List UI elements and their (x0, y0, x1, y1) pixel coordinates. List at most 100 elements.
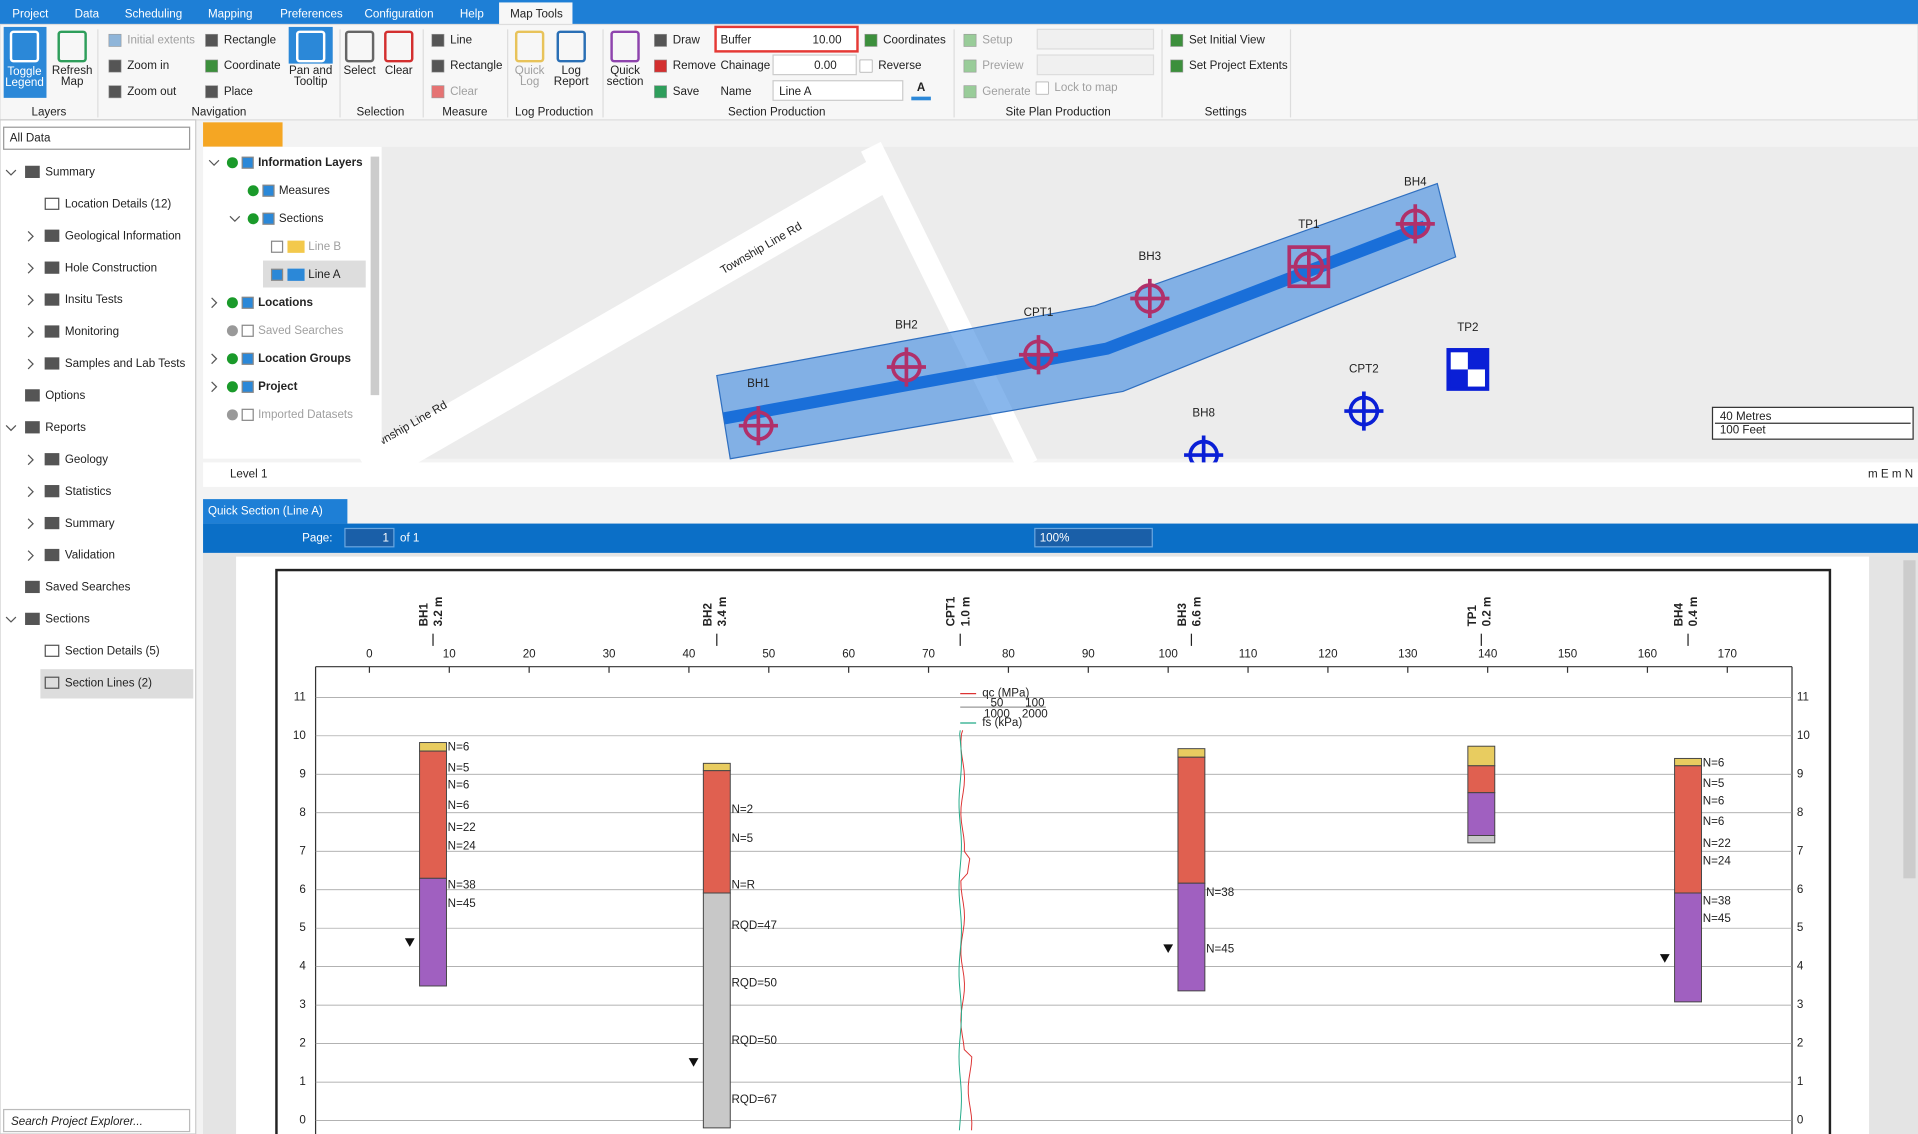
field-value[interactable]: Line A (779, 85, 812, 98)
layer-item[interactable]: Saved Searches (258, 324, 343, 337)
layer-checkbox[interactable] (241, 296, 254, 309)
map-point-label[interactable]: BH2 (895, 318, 918, 331)
tree-item[interactable]: Geological Information (65, 229, 181, 242)
layer-item[interactable]: Sections (279, 212, 324, 225)
ribbon-button[interactable]: Zoom in (127, 59, 169, 72)
page-box[interactable] (344, 527, 395, 548)
tree-item[interactable]: Summary (65, 517, 115, 530)
ribbon-button[interactable]: Clear (385, 64, 413, 77)
ribbon-button[interactable]: Remove (673, 59, 716, 72)
tree-item[interactable]: Statistics (65, 485, 112, 498)
ribbon-button[interactable]: Place (224, 85, 253, 98)
zoom-value[interactable]: 100% (1040, 531, 1070, 544)
color-button[interactable]: A (917, 81, 926, 94)
ribbon-button[interactable]: Zoom out (127, 85, 177, 98)
tree-item[interactable]: Reports (45, 421, 86, 434)
ribbon-button[interactable]: Report (554, 75, 590, 88)
ribbon-button[interactable]: Pan and (289, 64, 332, 77)
ribbon-button[interactable]: Set Project Extents (1189, 59, 1288, 72)
map-point-label[interactable]: BH4 (1404, 175, 1427, 188)
layer-item[interactable]: Information Layers (258, 156, 363, 169)
layer-checkbox[interactable] (262, 212, 275, 225)
field-value[interactable]: 10.00 (813, 33, 842, 46)
ribbon-button[interactable]: Save (673, 85, 699, 98)
layer-checkbox[interactable] (262, 184, 275, 197)
layer-item[interactable]: Line A (308, 268, 341, 281)
ribbon-tab[interactable]: Mapping (208, 8, 253, 21)
tree-item[interactable]: Monitoring (65, 325, 119, 338)
ribbon-button[interactable]: Select (343, 64, 376, 77)
tree-item[interactable]: Section Lines (2) (65, 676, 152, 689)
ribbon-tab[interactable]: Configuration (365, 8, 434, 21)
ribbon-button[interactable]: Toggle (7, 65, 41, 78)
map-point-label[interactable]: CPT1 (1024, 306, 1054, 319)
tree-item[interactable]: Location Details (12) (65, 197, 172, 210)
layer-checkbox[interactable] (270, 268, 284, 281)
ribbon-tab[interactable]: Scheduling (125, 8, 182, 21)
ribbon-button[interactable]: Clear (450, 85, 478, 98)
ribbon-tab[interactable]: Help (460, 8, 484, 21)
ribbon-button[interactable]: Initial extents (127, 33, 195, 46)
ribbon-button[interactable]: Coordinates (883, 33, 946, 46)
ribbon-button[interactable]: Draw (673, 33, 701, 46)
ribbon-button[interactable]: Set Initial View (1189, 33, 1266, 46)
section-tab-label[interactable]: Quick Section (Line A) (208, 504, 323, 517)
layer-checkbox[interactable] (241, 352, 254, 365)
layer-item[interactable]: Imported Datasets (258, 408, 353, 421)
ribbon-button[interactable]: Lock to map (1054, 81, 1117, 94)
ribbon-button[interactable]: Rectangle (224, 33, 276, 46)
ribbon-button[interactable]: Log (520, 75, 539, 88)
map-point-label[interactable]: CPT2 (1349, 362, 1379, 375)
ribbon-button[interactable]: Map (61, 75, 84, 88)
ribbon-button[interactable]: Reverse (878, 59, 921, 72)
search-box[interactable] (3, 1108, 191, 1133)
ribbon-button[interactable]: Preview (982, 59, 1024, 72)
layer-item[interactable]: Locations (258, 296, 313, 309)
ribbon-tab[interactable]: Map Tools (510, 8, 563, 21)
map-point-label[interactable]: BH8 (1192, 407, 1215, 420)
layer-item[interactable]: Project (258, 380, 297, 393)
layer-checkbox[interactable] (241, 408, 254, 421)
tree-item[interactable]: Section Details (5) (65, 644, 160, 657)
tree-item[interactable]: Validation (65, 549, 115, 562)
section-tab[interactable] (203, 499, 348, 524)
buffer-box[interactable] (714, 25, 859, 53)
tree-item[interactable]: Saved Searches (45, 581, 130, 594)
map-point-label[interactable]: TP1 (1298, 218, 1319, 231)
layer-checkbox[interactable] (241, 380, 254, 393)
ribbon-button[interactable]: Tooltip (294, 75, 328, 88)
ribbon-button[interactable]: Line (450, 33, 472, 46)
map-point-label[interactable]: TP2 (1457, 321, 1478, 334)
chainage-box[interactable] (772, 54, 857, 76)
field-value[interactable]: 0.00 (814, 59, 837, 72)
ribbon-tab[interactable]: Preferences (280, 8, 343, 21)
ribbon-button[interactable]: section (607, 75, 644, 88)
search-placeholder[interactable]: Search Project Explorer... (11, 1115, 143, 1128)
layer-item[interactable]: Location Groups (258, 352, 351, 365)
tree-item[interactable]: Geology (65, 453, 108, 466)
tree-item[interactable]: Options (45, 389, 85, 402)
tree-item[interactable]: Sections (45, 613, 90, 626)
name-box[interactable] (772, 80, 904, 101)
layer-item[interactable]: Measures (279, 184, 330, 197)
ribbon-button[interactable]: Coordinate (224, 59, 281, 72)
ribbon-button[interactable]: Log (562, 64, 581, 77)
ribbon-button[interactable]: Refresh (52, 64, 93, 77)
layer-checkbox[interactable] (270, 240, 284, 253)
ribbon-button[interactable]: Quick (610, 64, 640, 77)
tree-item[interactable]: Summary (45, 166, 95, 179)
map-point-label[interactable]: BH1 (747, 377, 770, 390)
tree-item[interactable]: Hole Construction (65, 261, 157, 274)
map-tab[interactable] (203, 122, 283, 147)
ribbon-button[interactable]: Quick (515, 64, 545, 77)
ribbon-button[interactable]: Rectangle (450, 59, 502, 72)
filter-value[interactable]: All Data (10, 131, 51, 144)
tree-item[interactable]: Insitu Tests (65, 293, 123, 306)
layer-item[interactable]: Line B (308, 240, 341, 253)
zoom-box[interactable] (1034, 527, 1153, 548)
page-number[interactable]: 1 (383, 531, 389, 544)
ribbon-button[interactable]: Legend (5, 76, 44, 89)
layer-checkbox[interactable] (241, 156, 254, 169)
tree-item[interactable]: Samples and Lab Tests (65, 357, 186, 370)
filter-dropdown[interactable] (3, 126, 191, 150)
